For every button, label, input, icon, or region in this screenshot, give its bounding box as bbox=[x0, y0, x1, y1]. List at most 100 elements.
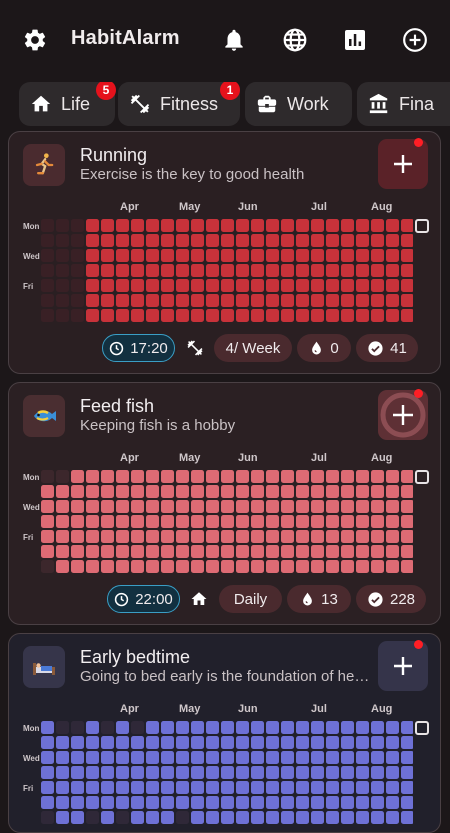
heatmap-cell-done bbox=[386, 219, 399, 232]
heatmap-cell-done bbox=[296, 515, 309, 528]
bell-icon[interactable] bbox=[220, 26, 248, 54]
habit-card-feed-fish[interactable]: Feed fish Keeping fish is a hobby Apr Ma… bbox=[8, 382, 441, 625]
heatmap-cell bbox=[71, 294, 84, 307]
heatmap-cell-done bbox=[206, 781, 219, 794]
bed-icon bbox=[23, 646, 65, 688]
reminder-time-chip[interactable]: 17:20 bbox=[102, 334, 175, 362]
reminder-time-chip[interactable]: 22:00 bbox=[107, 585, 180, 613]
heatmap-cell-done bbox=[161, 751, 174, 764]
heatmap-cell bbox=[41, 560, 54, 573]
bar-chart-icon[interactable] bbox=[341, 26, 369, 54]
heatmap-cell-done bbox=[296, 721, 309, 734]
habit-name: Running bbox=[80, 145, 148, 165]
heatmap-cell-done bbox=[116, 294, 129, 307]
heatmap-cell-done bbox=[131, 796, 144, 809]
globe-icon[interactable] bbox=[281, 26, 309, 54]
add-checkin-button[interactable] bbox=[378, 390, 428, 440]
heatmap-cell-done bbox=[56, 560, 69, 573]
habit-card-running[interactable]: Running Exercise is the key to good heal… bbox=[8, 131, 441, 374]
heatmap-cell-done bbox=[191, 515, 204, 528]
tab-life[interactable]: Life 5 bbox=[19, 82, 116, 126]
heatmap-cell-done bbox=[71, 500, 84, 513]
show-checkbox[interactable] bbox=[415, 219, 429, 233]
heatmap-cell-done bbox=[191, 721, 204, 734]
heatmap-cell-done bbox=[71, 751, 84, 764]
heatmap-cell-done bbox=[56, 736, 69, 749]
heatmap-cell-done bbox=[251, 219, 264, 232]
heatmap-cell-done bbox=[371, 796, 384, 809]
habit-name: Early bedtime bbox=[80, 647, 191, 667]
heatmap-cell-done bbox=[221, 736, 234, 749]
heatmap-cell-done bbox=[176, 751, 189, 764]
heatmap-cell-done bbox=[101, 485, 114, 498]
gear-icon[interactable] bbox=[21, 26, 49, 54]
heatmap-cell-done bbox=[101, 309, 114, 322]
heatmap-cell-done bbox=[191, 751, 204, 764]
heatmap-cell-done bbox=[221, 545, 234, 558]
heatmap-cell-done bbox=[281, 249, 294, 262]
frequency-chip[interactable]: 4/ Week bbox=[214, 334, 292, 362]
streak-chip[interactable]: 13 bbox=[287, 585, 351, 613]
heatmap-cell-done bbox=[191, 530, 204, 543]
add-checkin-button[interactable] bbox=[378, 139, 428, 189]
heatmap-cell-done bbox=[41, 515, 54, 528]
completed-chip[interactable]: 228 bbox=[356, 585, 426, 613]
heatmap-cell-done bbox=[401, 294, 413, 307]
month-label: Jul bbox=[311, 201, 327, 213]
heatmap-cell-done bbox=[101, 560, 114, 573]
heatmap-cell-done bbox=[146, 294, 159, 307]
weekday-label: Wed bbox=[23, 503, 40, 512]
heatmap-cell-done bbox=[221, 781, 234, 794]
heatmap-cell-done bbox=[101, 500, 114, 513]
heatmap-cell-done bbox=[356, 811, 369, 824]
heatmap-cell-done bbox=[161, 234, 174, 247]
heatmap-cell-done bbox=[86, 234, 99, 247]
habit-card-early-bedtime[interactable]: Early bedtime Going to bed early is the … bbox=[8, 633, 441, 833]
streak-chip[interactable]: 0 bbox=[297, 334, 351, 362]
heatmap-cell-done bbox=[236, 811, 249, 824]
heatmap-cell-done bbox=[86, 264, 99, 277]
heatmap-cell-done bbox=[116, 766, 129, 779]
heatmap-cell-done bbox=[371, 751, 384, 764]
heatmap-cell-done bbox=[251, 249, 264, 262]
completed-chip[interactable]: 41 bbox=[356, 334, 418, 362]
month-label: Jun bbox=[238, 452, 258, 464]
add-circle-icon[interactable] bbox=[401, 26, 429, 54]
heatmap-cell-done bbox=[251, 796, 264, 809]
heatmap-cell-done bbox=[326, 721, 339, 734]
heatmap-cell-done bbox=[206, 294, 219, 307]
show-checkbox[interactable] bbox=[415, 470, 429, 484]
heatmap-cell-done bbox=[236, 781, 249, 794]
tab-fitness[interactable]: Fitness 1 bbox=[118, 82, 240, 126]
heatmap-cell-done bbox=[116, 309, 129, 322]
month-label: Apr bbox=[120, 201, 139, 213]
show-checkbox[interactable] bbox=[415, 721, 429, 735]
frequency-chip[interactable]: Daily bbox=[219, 585, 282, 613]
heatmap-cell bbox=[41, 234, 54, 247]
heatmap-cell-done bbox=[371, 264, 384, 277]
heatmap-cell-done bbox=[191, 219, 204, 232]
reminder-time: 17:20 bbox=[130, 339, 168, 357]
heatmap-cell-done bbox=[131, 309, 144, 322]
tab-work[interactable]: Work bbox=[245, 82, 352, 126]
heatmap-cell-done bbox=[281, 721, 294, 734]
heatmap-cell-done bbox=[356, 485, 369, 498]
heatmap-cell-done bbox=[191, 796, 204, 809]
month-label: Apr bbox=[120, 703, 139, 715]
heatmap-cell-done bbox=[326, 545, 339, 558]
month-label: Aug bbox=[371, 201, 393, 213]
heatmap-cell-done bbox=[71, 781, 84, 794]
heatmap-cell-done bbox=[371, 309, 384, 322]
heatmap-cell-done bbox=[131, 811, 144, 824]
heatmap-cell-done bbox=[386, 530, 399, 543]
heatmap-cell-done bbox=[326, 530, 339, 543]
heatmap-cell-done bbox=[116, 219, 129, 232]
runner-icon bbox=[23, 144, 65, 186]
add-checkin-button[interactable] bbox=[378, 641, 428, 691]
heatmap-cell-done bbox=[161, 766, 174, 779]
weekday-label: Wed bbox=[23, 252, 40, 261]
heatmap-cell-done bbox=[206, 219, 219, 232]
weekday-label: Fri bbox=[23, 533, 34, 542]
heatmap-cell bbox=[71, 721, 84, 734]
tab-finance[interactable]: Fina bbox=[357, 82, 450, 126]
